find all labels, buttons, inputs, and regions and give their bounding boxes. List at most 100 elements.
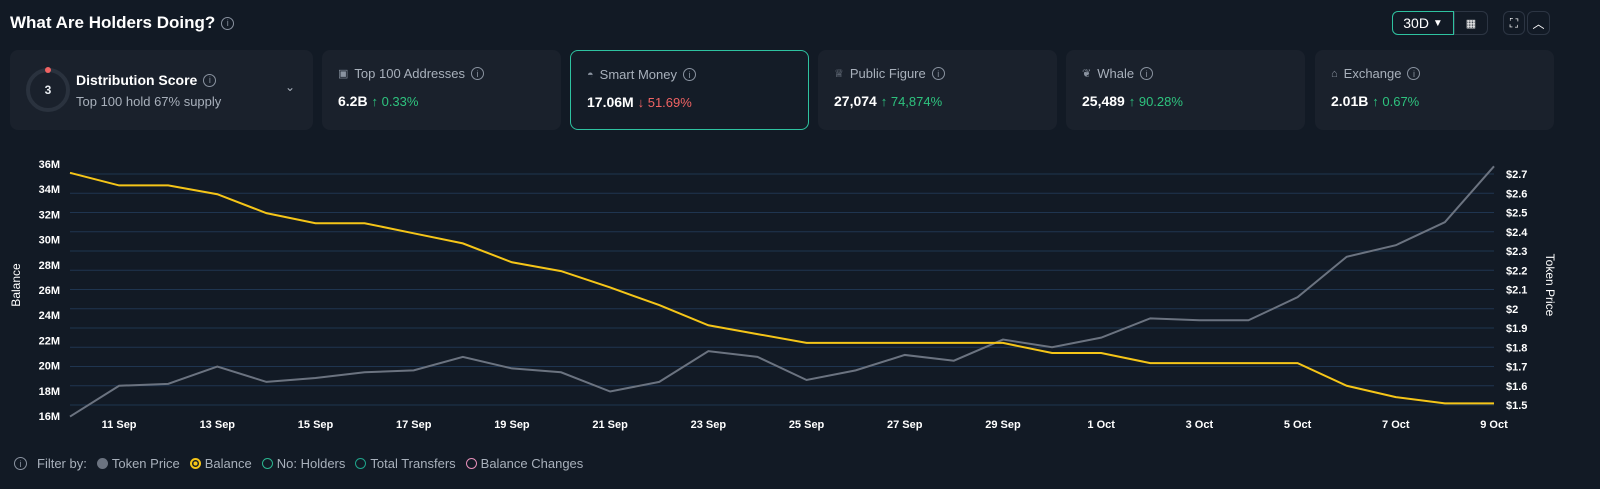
info-icon[interactable]: i <box>1407 67 1421 80</box>
legend-marker <box>261 458 273 469</box>
legend-item[interactable]: Total Transfers <box>355 456 456 471</box>
fullscreen-button[interactable]: ⛶ <box>1503 11 1525 35</box>
legend-item[interactable]: Balance <box>189 456 252 471</box>
card-label: Smart Money <box>599 67 677 82</box>
y-tick-label: 28M <box>39 260 60 272</box>
y-tick-label: 24M <box>39 310 60 322</box>
series-line-balance <box>69 171 1494 405</box>
card-smart-money[interactable]: ◓ Smart Money i 17.06M ↓ 51.69% <box>570 50 809 130</box>
info-icon[interactable]: i <box>221 16 235 30</box>
change-value: 0.67% <box>1382 94 1420 109</box>
legend-label: No: Holders <box>276 456 346 471</box>
y-tick-label: 32M <box>39 209 60 221</box>
x-tick-label: 17 Sep <box>396 419 432 431</box>
x-tick-label: 15 Sep <box>298 419 334 431</box>
y-tick-label: 30M <box>39 235 60 247</box>
x-tick-label: 7 Oct <box>1382 419 1410 431</box>
legend-item[interactable]: Balance Changes <box>465 456 584 471</box>
info-icon[interactable]: i <box>203 73 217 87</box>
card-label: Whale <box>1097 66 1135 81</box>
wallet-icon: ▣ <box>338 68 349 80</box>
change-value: 51.69% <box>647 95 692 110</box>
y-tick-label: 22M <box>39 335 60 347</box>
change-value: 90.28% <box>1138 94 1183 109</box>
podium-icon: ♕ <box>834 68 844 80</box>
legend-item[interactable]: No: Holders <box>261 456 346 471</box>
x-tick-label: 23 Sep <box>691 419 727 431</box>
change-value: 0.33% <box>381 94 419 109</box>
card-subtext: Top 100 hold 67% supply <box>76 94 222 109</box>
card-value: 17.06M <box>587 94 634 110</box>
sunglasses-icon: ◓ <box>587 68 594 81</box>
card-label: Distribution Score <box>76 72 198 88</box>
caret-down-icon: ▼ <box>1432 17 1443 29</box>
info-icon[interactable]: i <box>931 67 945 80</box>
x-tick-label: 1 Oct <box>1087 419 1115 431</box>
bank-icon: ⌂ <box>1331 67 1338 80</box>
x-tick-label: 21 Sep <box>592 419 628 431</box>
legend-label: Balance Changes <box>480 456 584 471</box>
info-icon[interactable]: i <box>14 457 27 470</box>
card-label: Public Figure <box>849 66 926 81</box>
card-label: Exchange <box>1343 66 1402 81</box>
y2-tick-label: $2.3 <box>1506 246 1527 258</box>
score-value: 3 <box>44 83 52 97</box>
chevron-up-icon: ︿ <box>1532 16 1545 31</box>
legend-label: Token Price <box>111 456 180 471</box>
x-tick-label: 29 Sep <box>985 419 1021 431</box>
distribution-score-card[interactable]: 3 Distribution Score i Top 100 hold 67% s… <box>10 50 313 130</box>
legend-marker <box>189 458 201 469</box>
card-value: 2.01B <box>1331 93 1369 109</box>
x-tick-label: 9 Oct <box>1480 419 1508 431</box>
card-whale[interactable]: ❦ Whale i 25,489 ↑ 90.28% <box>1066 50 1305 130</box>
series-line-token-price <box>69 165 1495 418</box>
x-tick-label: 3 Oct <box>1186 419 1214 431</box>
period-select[interactable]: 30D ▼ <box>1392 11 1454 35</box>
x-tick-label: 11 Sep <box>102 419 137 431</box>
calendar-icon: ▦ <box>1465 17 1477 30</box>
y-tick-label: 20M <box>39 361 60 373</box>
card-value: 27,074 <box>834 93 877 109</box>
card-public-figure[interactable]: ♕ Public Figure i 27,074 ↑ 74,874% <box>818 50 1057 130</box>
legend-title: Filter by: <box>37 456 87 471</box>
y2-tick-label: $1.5 <box>1506 400 1527 412</box>
y2-axis-label: Token Price <box>1543 254 1557 317</box>
whale-icon: ❦ <box>1082 68 1092 80</box>
y-tick-label: 26M <box>39 285 60 297</box>
collapse-button[interactable]: ︿ <box>1527 11 1550 35</box>
y2-tick-label: $2.5 <box>1506 208 1527 220</box>
title-text: What Are Holders Doing? <box>10 13 216 32</box>
card-exchange[interactable]: ⌂ Exchange i 2.01B ↑ 0.67% <box>1315 50 1554 130</box>
y-tick-label: 34M <box>39 184 60 196</box>
expand-icon: ⛶ <box>1509 15 1519 30</box>
x-tick-label: 13 Sep <box>200 419 236 431</box>
card-change: ↑ 0.67% <box>1372 94 1420 109</box>
y-tick-label: 16M <box>39 411 60 423</box>
score-ring: 3 <box>26 67 70 112</box>
info-icon[interactable]: i <box>1140 67 1154 80</box>
info-icon[interactable]: i <box>470 67 484 80</box>
chevron-down-icon[interactable]: ⌄ <box>284 80 295 94</box>
calendar-button[interactable]: ▦ <box>1454 11 1488 35</box>
y2-tick-label: $2.2 <box>1506 265 1527 277</box>
page-title: What Are Holders Doing? i <box>10 13 235 33</box>
x-tick-label: 27 Sep <box>887 419 923 431</box>
x-tick-label: 19 Sep <box>494 419 530 431</box>
card-value: 25,489 <box>1082 93 1125 109</box>
legend-marker <box>355 458 367 469</box>
period-value: 30D <box>1403 15 1429 31</box>
x-tick-label: 5 Oct <box>1284 419 1312 431</box>
legend-item[interactable]: Token Price <box>96 456 180 471</box>
card-value: 6.2B <box>338 93 368 109</box>
card-change: ↑ 90.28% <box>1128 94 1183 109</box>
legend-marker <box>465 458 477 469</box>
y2-tick-label: $2 <box>1506 304 1518 316</box>
y2-tick-label: $2.6 <box>1506 188 1527 200</box>
legend-label: Balance <box>204 456 252 471</box>
x-tick-label: 25 Sep <box>789 419 825 431</box>
card-top-100-addresses[interactable]: ▣ Top 100 Addresses i 6.2B ↑ 0.33% <box>322 50 561 130</box>
legend-marker <box>96 458 108 469</box>
info-icon[interactable]: i <box>682 68 696 81</box>
y-tick-label: 18M <box>39 386 60 398</box>
